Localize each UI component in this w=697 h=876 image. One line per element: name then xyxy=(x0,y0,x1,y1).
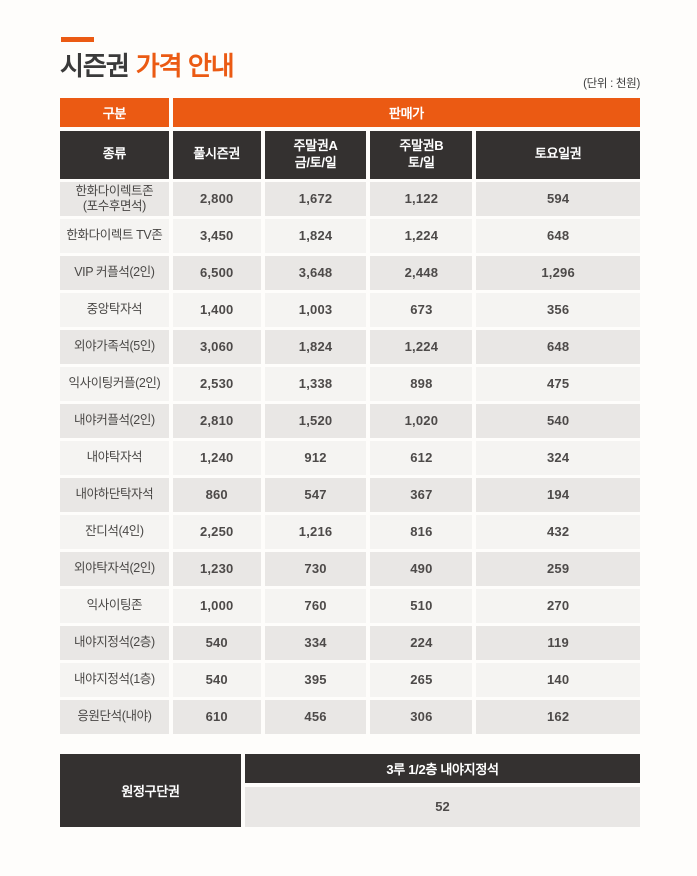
weekend-a-header-cell: 주말권A 금/토/일 xyxy=(264,130,367,179)
price-cell: 2,530 xyxy=(172,367,261,401)
unit-note: (단위 : 천원) xyxy=(583,78,640,90)
seat-type-header-cell: 종류 xyxy=(60,130,169,179)
price-cell: 490 xyxy=(370,552,473,586)
away-club-label-cell: 원정구단권 xyxy=(60,754,241,827)
page-title-main: 시즌권 xyxy=(60,51,130,81)
price-cell: 610 xyxy=(172,700,261,734)
price-cell: 265 xyxy=(370,663,473,697)
full-season-header-cell: 풀시즌권 xyxy=(172,130,261,179)
price-cell: 1,296 xyxy=(476,256,640,290)
saturday-header-cell: 토요일권 xyxy=(476,130,640,179)
price-cell: 510 xyxy=(370,589,473,623)
price-cell: 1,000 xyxy=(172,589,261,623)
season-price-table: 구분 판매가 종류 풀시즌권 주말권A 금/토/일 주말권B 토/일 토요일권 … xyxy=(60,98,640,734)
seat-type-cell: 외야가족석(5인) xyxy=(60,330,169,364)
away-seat-header-cell: 3루 1/2층 내야지정석 xyxy=(245,754,640,783)
seat-type-cell: 응원단석(내야) xyxy=(60,700,169,734)
price-cell: 540 xyxy=(172,626,261,660)
price-cell: 456 xyxy=(264,700,367,734)
price-cell: 648 xyxy=(476,330,640,364)
seat-type-cell: 내야탁자석 xyxy=(60,441,169,475)
price-cell: 119 xyxy=(476,626,640,660)
price-cell: 270 xyxy=(476,589,640,623)
price-cell: 2,448 xyxy=(370,256,473,290)
price-cell: 1,672 xyxy=(264,182,367,216)
price-cell: 547 xyxy=(264,478,367,512)
category-header-cell: 구분 xyxy=(60,98,169,127)
price-cell: 648 xyxy=(476,219,640,253)
price-cell: 760 xyxy=(264,589,367,623)
price-cell: 475 xyxy=(476,367,640,401)
price-cell: 1,520 xyxy=(264,404,367,438)
price-cell: 540 xyxy=(476,404,640,438)
price-cell: 540 xyxy=(172,663,261,697)
seat-type-cell: 익사이팅커플(2인) xyxy=(60,367,169,401)
price-cell: 1,824 xyxy=(264,219,367,253)
price-cell: 594 xyxy=(476,182,640,216)
away-price-cell: 52 xyxy=(245,786,640,827)
price-cell: 334 xyxy=(264,626,367,660)
price-cell: 3,450 xyxy=(172,219,261,253)
price-cell: 2,800 xyxy=(172,182,261,216)
price-cell: 395 xyxy=(264,663,367,697)
seat-type-cell: 내야지정석(2층) xyxy=(60,626,169,660)
price-cell: 730 xyxy=(264,552,367,586)
weekend-b-header-cell: 주말권B 토/일 xyxy=(370,130,473,179)
price-cell: 1,122 xyxy=(370,182,473,216)
price-cell: 1,240 xyxy=(172,441,261,475)
price-cell: 2,810 xyxy=(172,404,261,438)
price-cell: 860 xyxy=(172,478,261,512)
price-cell: 324 xyxy=(476,441,640,475)
seat-type-cell: 외야탁자석(2인) xyxy=(60,552,169,586)
price-cell: 1,216 xyxy=(264,515,367,549)
price-cell: 162 xyxy=(476,700,640,734)
price-cell: 367 xyxy=(370,478,473,512)
price-cell: 612 xyxy=(370,441,473,475)
price-cell: 224 xyxy=(370,626,473,660)
price-cell: 1,400 xyxy=(172,293,261,327)
seat-type-cell: 내야지정석(1층) xyxy=(60,663,169,697)
price-cell: 816 xyxy=(370,515,473,549)
price-cell: 1,003 xyxy=(264,293,367,327)
page-title: 시즌권 가격 안내 xyxy=(60,46,235,83)
price-cell: 898 xyxy=(370,367,473,401)
seat-type-cell: 익사이팅존 xyxy=(60,589,169,623)
price-cell: 3,060 xyxy=(172,330,261,364)
price-cell: 1,338 xyxy=(264,367,367,401)
price-cell: 306 xyxy=(370,700,473,734)
price-cell: 3,648 xyxy=(264,256,367,290)
seat-type-cell: 내야하단탁자석 xyxy=(60,478,169,512)
price-cell: 356 xyxy=(476,293,640,327)
price-cell: 1,020 xyxy=(370,404,473,438)
price-cell: 6,500 xyxy=(172,256,261,290)
price-cell: 1,224 xyxy=(370,219,473,253)
seat-type-cell: 내야커플석(2인) xyxy=(60,404,169,438)
price-cell: 1,824 xyxy=(264,330,367,364)
seat-type-cell: 잔디석(4인) xyxy=(60,515,169,549)
price-cell: 912 xyxy=(264,441,367,475)
seat-type-cell: 한화다이렉트존 (포수후면석) xyxy=(60,182,169,216)
sale-price-header-cell: 판매가 xyxy=(172,98,640,127)
price-cell: 140 xyxy=(476,663,640,697)
price-cell: 194 xyxy=(476,478,640,512)
price-cell: 673 xyxy=(370,293,473,327)
accent-dash xyxy=(61,37,94,42)
away-club-ticket-table: 원정구단권 3루 1/2층 내야지정석 52 xyxy=(60,754,640,827)
price-cell: 1,230 xyxy=(172,552,261,586)
price-cell: 432 xyxy=(476,515,640,549)
price-cell: 1,224 xyxy=(370,330,473,364)
seat-type-cell: VIP 커플석(2인) xyxy=(60,256,169,290)
price-cell: 2,250 xyxy=(172,515,261,549)
price-cell: 259 xyxy=(476,552,640,586)
seat-type-cell: 중앙탁자석 xyxy=(60,293,169,327)
page-title-accent: 가격 안내 xyxy=(135,51,235,81)
seat-type-cell: 한화다이렉트 TV존 xyxy=(60,219,169,253)
